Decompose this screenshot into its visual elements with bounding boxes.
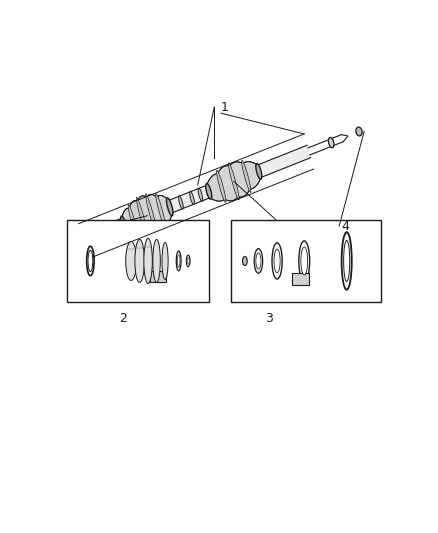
Text: 4: 4	[342, 220, 350, 232]
Ellipse shape	[153, 239, 160, 282]
Ellipse shape	[145, 194, 157, 235]
Ellipse shape	[254, 248, 263, 273]
Ellipse shape	[126, 241, 137, 280]
Ellipse shape	[136, 197, 148, 238]
Ellipse shape	[256, 253, 261, 269]
Ellipse shape	[229, 163, 239, 200]
Bar	[293, 273, 309, 285]
Text: 2: 2	[119, 312, 127, 325]
Ellipse shape	[356, 127, 362, 136]
Ellipse shape	[135, 239, 145, 282]
Ellipse shape	[156, 193, 166, 228]
Ellipse shape	[243, 256, 247, 265]
Ellipse shape	[301, 247, 307, 275]
Ellipse shape	[100, 226, 106, 241]
Ellipse shape	[88, 251, 93, 272]
Ellipse shape	[217, 171, 226, 203]
Ellipse shape	[177, 255, 180, 267]
Ellipse shape	[187, 257, 189, 264]
Polygon shape	[101, 218, 126, 240]
Ellipse shape	[198, 188, 203, 201]
Ellipse shape	[144, 238, 152, 284]
Ellipse shape	[179, 196, 183, 209]
Ellipse shape	[274, 249, 280, 273]
Ellipse shape	[190, 191, 194, 205]
Ellipse shape	[186, 255, 190, 266]
Ellipse shape	[162, 243, 168, 279]
Bar	[150, 271, 166, 282]
Ellipse shape	[342, 232, 352, 290]
Ellipse shape	[344, 240, 350, 281]
Polygon shape	[257, 145, 311, 177]
Ellipse shape	[206, 183, 212, 199]
Bar	[231, 220, 381, 302]
Ellipse shape	[120, 217, 127, 233]
Text: 3: 3	[265, 312, 272, 325]
Polygon shape	[168, 185, 210, 213]
Ellipse shape	[176, 251, 181, 271]
Ellipse shape	[256, 164, 262, 179]
Ellipse shape	[120, 216, 127, 234]
Text: 1: 1	[221, 101, 228, 114]
Polygon shape	[122, 195, 172, 238]
Ellipse shape	[328, 138, 334, 148]
Ellipse shape	[242, 160, 251, 192]
Ellipse shape	[87, 246, 94, 276]
Ellipse shape	[166, 198, 173, 216]
Bar	[67, 220, 209, 302]
Ellipse shape	[128, 205, 138, 238]
Polygon shape	[72, 225, 105, 256]
Ellipse shape	[299, 241, 310, 281]
Ellipse shape	[272, 243, 282, 279]
Polygon shape	[207, 161, 261, 201]
